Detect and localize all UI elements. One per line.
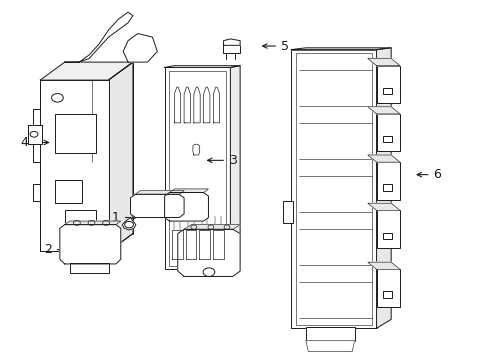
Polygon shape xyxy=(65,221,121,225)
Polygon shape xyxy=(368,155,400,162)
Text: 1: 1 xyxy=(112,211,136,224)
Polygon shape xyxy=(368,107,400,114)
Text: 6: 6 xyxy=(417,168,441,181)
Polygon shape xyxy=(376,48,391,328)
Bar xyxy=(383,88,392,94)
Bar xyxy=(65,210,97,230)
Bar xyxy=(383,136,392,143)
Polygon shape xyxy=(65,12,133,62)
Polygon shape xyxy=(194,87,200,123)
Polygon shape xyxy=(368,59,400,66)
Polygon shape xyxy=(368,203,400,210)
Bar xyxy=(55,180,82,203)
Text: 3: 3 xyxy=(208,154,237,167)
Bar xyxy=(376,114,400,152)
Polygon shape xyxy=(174,87,181,123)
Polygon shape xyxy=(165,66,240,67)
Polygon shape xyxy=(223,39,240,45)
Text: 5: 5 xyxy=(263,40,289,53)
Polygon shape xyxy=(165,193,208,221)
Bar xyxy=(165,67,230,269)
Polygon shape xyxy=(193,144,200,155)
Bar xyxy=(376,210,400,248)
Bar xyxy=(306,327,355,341)
Polygon shape xyxy=(291,48,391,50)
Bar xyxy=(283,202,293,223)
Bar xyxy=(376,269,400,307)
Bar xyxy=(55,114,97,153)
Polygon shape xyxy=(40,80,109,251)
Text: 2: 2 xyxy=(44,243,73,256)
Polygon shape xyxy=(109,62,133,251)
Polygon shape xyxy=(40,62,133,80)
Bar xyxy=(376,162,400,200)
Text: 4: 4 xyxy=(21,136,49,149)
Bar xyxy=(223,45,240,53)
Polygon shape xyxy=(186,230,196,258)
Polygon shape xyxy=(60,225,121,264)
Polygon shape xyxy=(122,217,136,230)
Bar xyxy=(170,71,225,266)
Polygon shape xyxy=(199,230,210,258)
Polygon shape xyxy=(123,33,157,62)
Polygon shape xyxy=(213,87,220,123)
Polygon shape xyxy=(306,341,355,351)
Polygon shape xyxy=(184,87,191,123)
Bar xyxy=(383,233,392,239)
Bar xyxy=(383,292,392,298)
Polygon shape xyxy=(184,225,240,229)
Polygon shape xyxy=(130,194,184,217)
Polygon shape xyxy=(172,230,183,258)
Bar xyxy=(376,66,400,103)
Bar xyxy=(296,53,372,325)
Bar xyxy=(291,50,376,328)
Polygon shape xyxy=(40,80,109,251)
Polygon shape xyxy=(213,230,223,258)
Polygon shape xyxy=(203,87,210,123)
Bar xyxy=(383,184,392,191)
Polygon shape xyxy=(170,189,208,193)
Polygon shape xyxy=(178,229,240,276)
Bar xyxy=(28,125,42,144)
Polygon shape xyxy=(135,191,184,194)
Polygon shape xyxy=(368,262,400,269)
Polygon shape xyxy=(230,66,240,269)
Bar xyxy=(70,263,109,273)
